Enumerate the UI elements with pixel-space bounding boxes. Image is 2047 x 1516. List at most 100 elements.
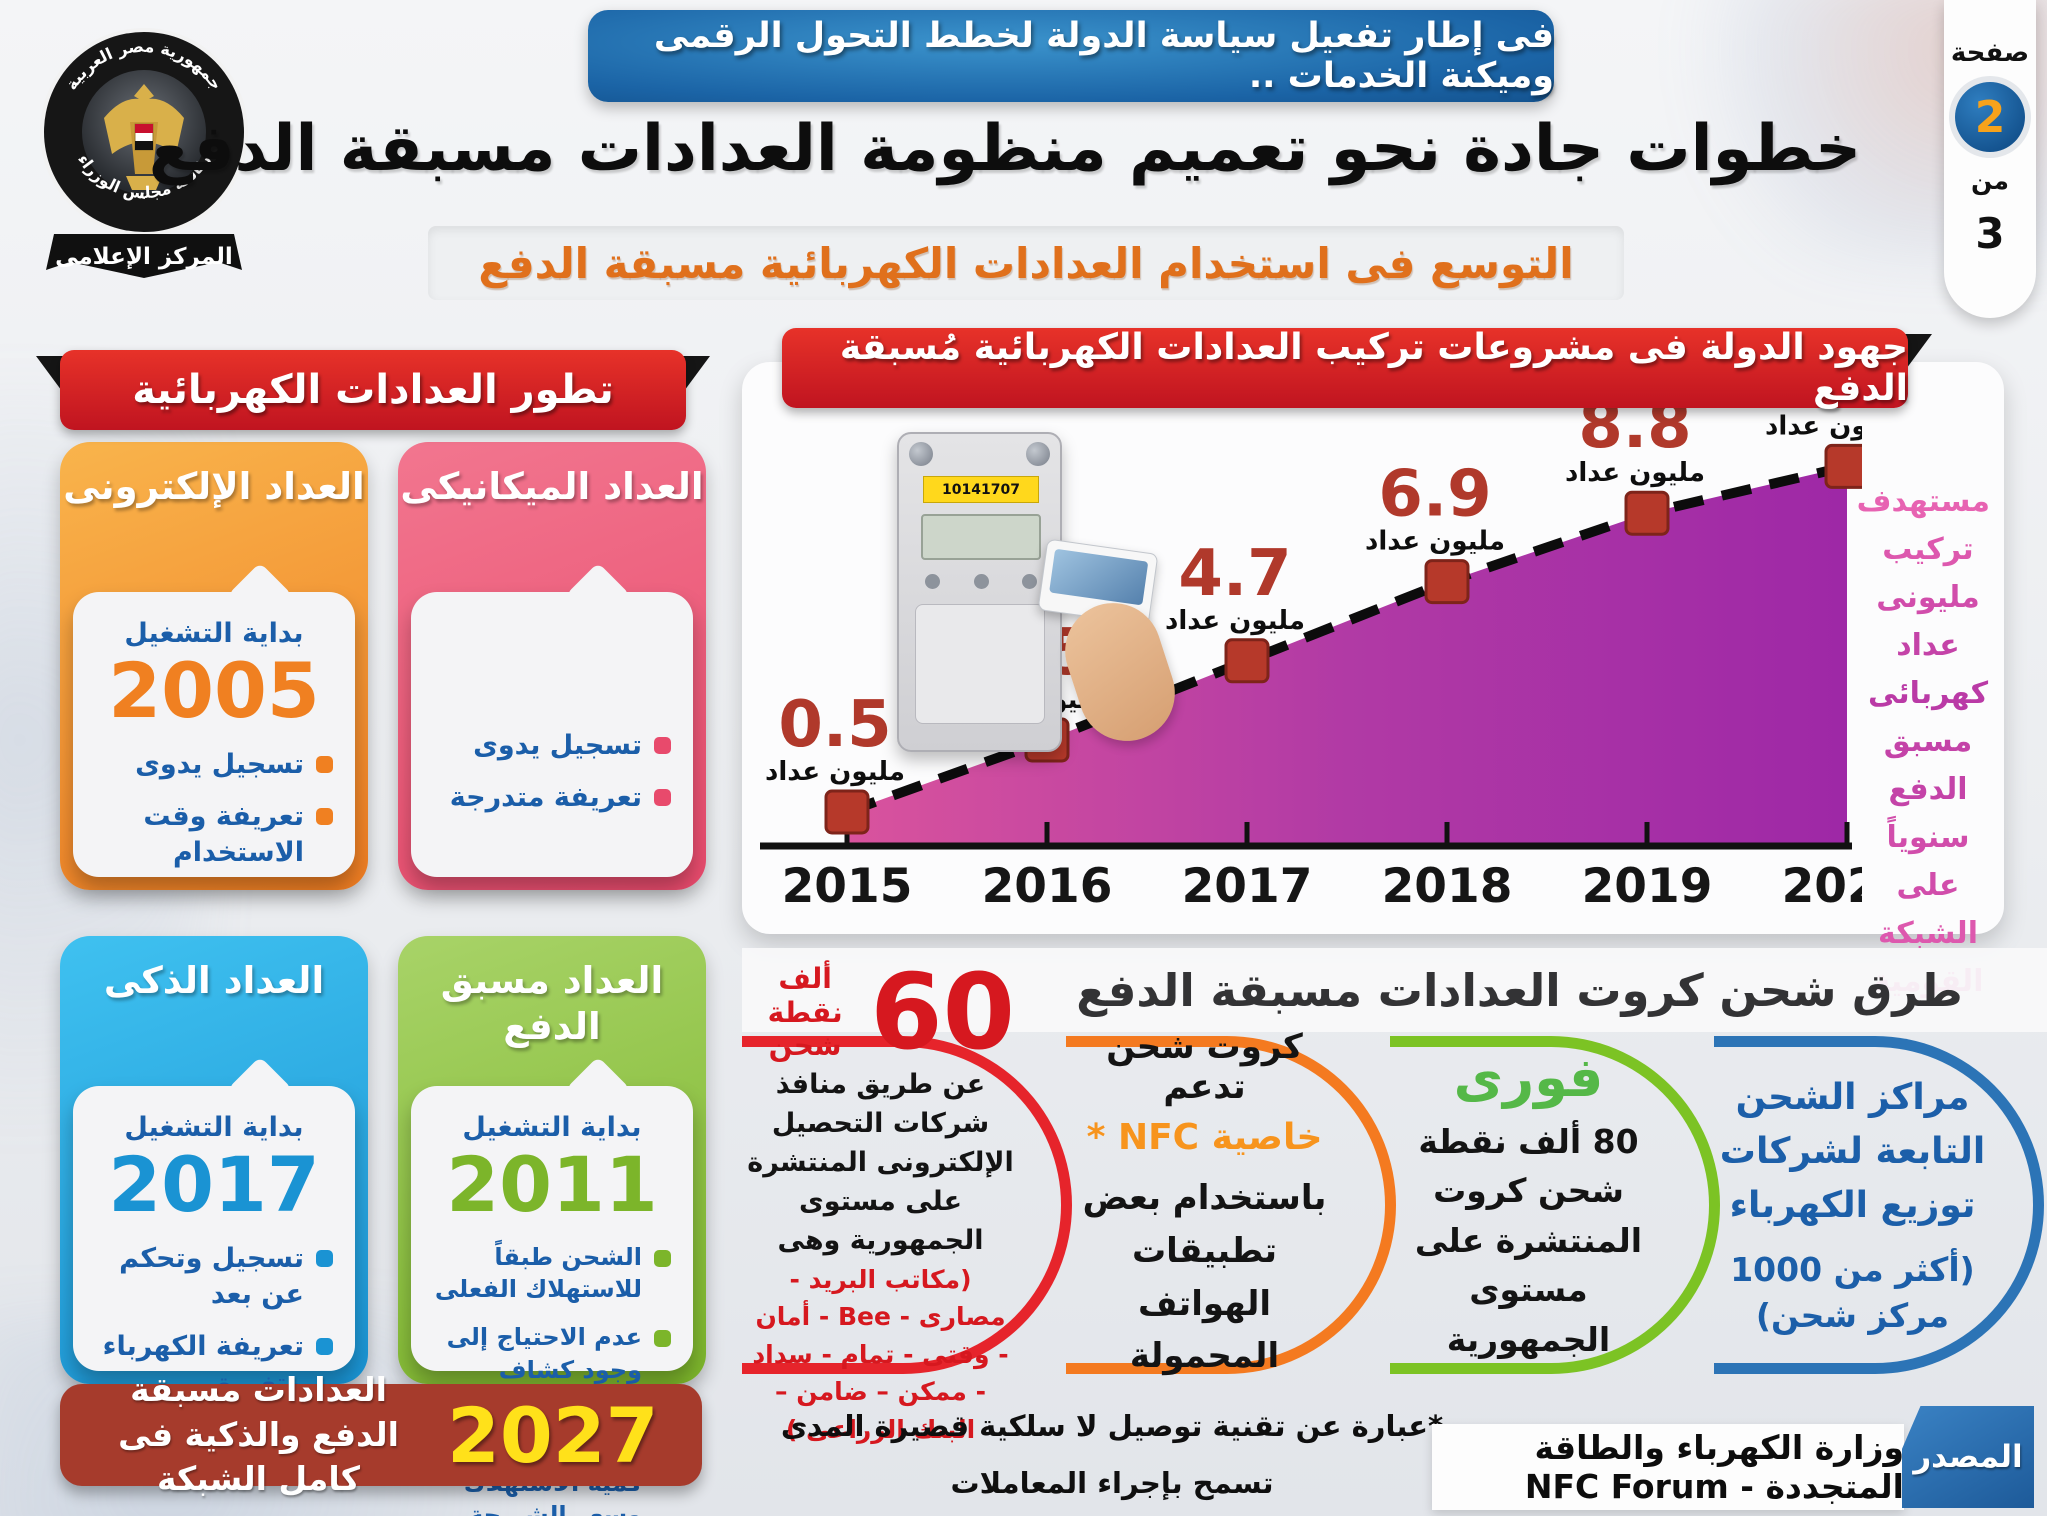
bullet-item: الشحن طبقاً للاستهلاك الفعلى — [431, 1241, 671, 1306]
meter-cards-grid: العداد الإلكترونى بداية التشغيل 2005 تسجيل … — [60, 442, 706, 1516]
target-note-line: مليونى — [1876, 580, 1980, 615]
bullet-item: تسجيل يدوى — [431, 728, 671, 764]
data-point-marker — [1424, 559, 1470, 605]
data-point-marker — [1224, 638, 1270, 684]
bullet-item: تسجيل وتحكم عن بعد — [93, 1241, 333, 1314]
current-page-number: 2 — [1955, 82, 2025, 152]
screw-icon — [1026, 442, 1050, 466]
point-unit-label: مليون عداد — [1365, 527, 1505, 557]
meter-card-prepaid: العداد مسبق الدفع بداية التشغيل 2011 الشحن … — [398, 936, 706, 1516]
meter-lcd-screen — [921, 514, 1041, 560]
method-line2: باستخدام بعض تطبيقات الهواتف المحمولة — [1082, 1178, 1327, 1377]
evolution-footer-year: 2027 — [447, 1390, 659, 1480]
bullet-text: الشحن طبقاً للاستهلاك الفعلى — [434, 1242, 642, 1303]
logo-emblem: جمهورية مصر العربية رئاسة مجلس الوزراء ا… — [40, 28, 248, 278]
meter-photo: 10141707 — [842, 426, 1188, 762]
bullet-item: تعريفة وقت الاستخدام — [93, 799, 333, 872]
card-panel: بداية التشغيل 2017 تسجيل وتحكم عن بعد تعريف… — [73, 1086, 355, 1399]
logo-ribbon-text: المركز الإعلامى — [55, 244, 233, 270]
meter-lower-panel — [915, 604, 1045, 724]
card-panel: بداية التشغيل 2005 تسجيل يدوى تعريفة وقت ال… — [73, 592, 355, 877]
point-value-label: 4.7 — [1178, 537, 1291, 611]
bullet-item: تسجيل يدوى — [93, 747, 333, 783]
method-sub-description: (أكثر من 1000 مركز شحن) — [1730, 1249, 1975, 1335]
method-description: مراكز الشحن التابعة لشركات توزيع الكهربا… — [1719, 1076, 1986, 1226]
start-year: 2005 — [108, 646, 320, 735]
target-note-line: الشبكة — [1878, 916, 1978, 951]
start-year: 2017 — [108, 1140, 320, 1229]
method-line1: كروت شحن تدعم — [1106, 1027, 1303, 1108]
meter-card-smart: العداد الذكى بداية التشغيل 2017 تسجيل وتحكم… — [60, 936, 368, 1399]
bullet-text: تسجيل يدوى — [473, 730, 642, 761]
meter-card-electronic: العداد الإلكترونى بداية التشغيل 2005 تسجيل … — [60, 442, 368, 890]
bullet-square-icon — [316, 755, 333, 773]
charging-method-content: مراكز الشحن التابعة لشركات توزيع الكهربا… — [1718, 1053, 1987, 1357]
point-value-label: 6.9 — [1378, 458, 1491, 532]
card-title: العداد الذكى — [103, 959, 325, 1002]
chart-dashed-line — [845, 461, 1849, 817]
method-description: عن طريق منافذ شركات التحصيل الإلكترونى ا… — [747, 1068, 1014, 1257]
point-unit-label: مليون عداد — [1565, 458, 1705, 488]
page-title: خطوات جادة نحو تعميم منظومة العدادات مسب… — [148, 112, 1862, 186]
point-unit-label: مليون عداد — [1165, 606, 1305, 636]
x-axis-year-label: 2020 — [1782, 859, 1862, 914]
bullet-text: تعريفة متدرجة — [449, 782, 642, 814]
total-pages: 3 — [1975, 209, 2005, 258]
method-outlets-list: (مكاتب البريد - مصارى - Bee - أمان - وقت… — [752, 1264, 1009, 1444]
prepaid-meter-illustration: 10141707 — [897, 432, 1062, 752]
card-panel: تسجيل يدوى تعريفة متدرجة — [411, 592, 693, 877]
card-title: العداد مسبق الدفع — [440, 959, 664, 1049]
bullet-item: تعريفة متدرجة — [431, 780, 671, 816]
start-of-operation-label: بداية التشغيل — [124, 618, 304, 649]
x-axis-year-label: 2015 — [782, 859, 913, 914]
bullet-square-icon — [654, 1249, 671, 1267]
charging-method-fawry: فورى 80 ألف نقطة شحن كروت المنتشرة على مس… — [1390, 1036, 1720, 1374]
source-tag: المصدر — [1902, 1406, 2034, 1508]
evolution-section-header: تطور العدادات الكهربائية — [36, 350, 710, 430]
point-value-label: 0.5 — [778, 688, 891, 762]
nfc-footnote: *عبارة عن تقنية توصيل لا سلكية قصيرة الم… — [742, 1398, 1482, 1516]
target-note-line: مستهدف — [1856, 484, 1990, 519]
charging-method-nfc-cards: كروت شحن تدعم خاصية NFC * باستخدام بعض تطب… — [1066, 1027, 1396, 1376]
footnote-line: وتبادل المحتوى الرقمى من خلال توصيل الأج… — [742, 1511, 1482, 1516]
bullet-square-icon — [654, 1330, 671, 1348]
bullet-square-icon — [654, 789, 671, 807]
charging-method-content: 60 ألف نقطة شحن عن طريق منافذ شركات التحصي… — [746, 960, 1015, 1444]
start-of-operation-label: بداية التشغيل — [462, 1112, 642, 1143]
fawry-brand-name: فورى — [1453, 1045, 1604, 1109]
x-axis-year-label: 2016 — [982, 859, 1113, 914]
charging-method-content: كروت شحن تدعم خاصية NFC * باستخدام بعض تطب… — [1070, 1027, 1339, 1376]
top-banner: فى إطار تفعيل سياسة الدولة لخطط التحول ا… — [588, 10, 1554, 102]
cabinet-media-center-logo: جمهورية مصر العربية رئاسة مجلس الوزراء ا… — [38, 26, 250, 282]
charging-methods-title: طرق شحن كروت العدادات مسبقة الدفع — [1076, 963, 1963, 1017]
target-note-line: عداد — [1896, 628, 1960, 663]
target-note-line: مسبق الدفع — [1883, 724, 1973, 807]
evolution-footer-text: العدادات مسبقة الدفع والذكية فى كامل الش… — [118, 1370, 399, 1499]
target-note-line: سنوياً على — [1886, 820, 1970, 903]
target-note-line: كهربائى — [1867, 676, 1989, 711]
point-unit-label: مليون عداد — [765, 757, 905, 787]
chart-panel: 201520162017201820192020مليون عداد0.5ملي… — [742, 342, 2004, 999]
points-count: 60 ألف نقطة شحن — [746, 960, 1015, 1064]
data-point-marker — [824, 789, 870, 835]
page-number-badge: صفحة 2 من 3 — [1944, 0, 2036, 318]
charging-methods-row: 60 ألف نقطة شحن عن طريق منافذ شركات التحصي… — [742, 960, 2047, 1444]
screw-icon — [909, 442, 933, 466]
card-bullets: تسجيل يدوى تعريفة وقت الاستخدام — [89, 743, 339, 872]
meter-buttons — [925, 574, 1037, 589]
flag-shield-icon — [134, 123, 154, 151]
evolution-footer: العدادات مسبقة الدفع والذكية فى كامل الش… — [60, 1370, 702, 1498]
card-title: العداد الميكانيكى — [400, 465, 704, 508]
bullet-square-icon — [654, 737, 671, 754]
annual-target-note: مستهدف تركيب مليونى عداد كهربائى مسبق الدفع سن… — [1856, 478, 1990, 1006]
evolution-header-text: تطور العدادات الكهربائية — [60, 350, 686, 430]
x-axis-year-label: 2017 — [1182, 859, 1313, 914]
card-title: العداد الإلكترونى — [63, 465, 365, 508]
start-of-operation-label: بداية التشغيل — [124, 1112, 304, 1143]
meter-card-mechanical: العداد الميكانيكى تسجيل يدوى تعريفة متدرجة — [398, 442, 706, 890]
bullet-text: تعريفة وقت الاستخدام — [143, 801, 304, 869]
chart-section-header: جهود الدولة فى مشروعات تركيب العدادات ال… — [782, 327, 1932, 409]
x-axis-year-label: 2018 — [1382, 859, 1513, 914]
charging-method-centers: مراكز الشحن التابعة لشركات توزيع الكهربا… — [1714, 1036, 2044, 1374]
